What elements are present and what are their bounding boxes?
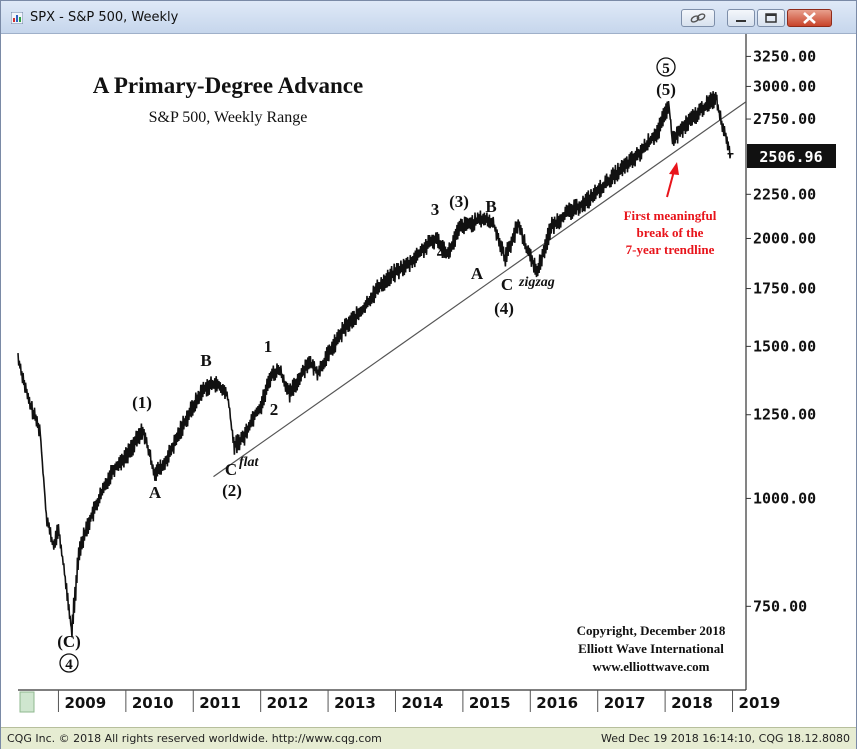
wave-label: (5) — [656, 80, 676, 99]
x-tick-label: 2013 — [334, 694, 376, 712]
trendline — [213, 101, 747, 478]
close-icon — [803, 12, 816, 24]
y-tick-label: 2000.00 — [753, 229, 816, 247]
copyright-line: Elliott Wave International — [578, 641, 724, 656]
x-tick-label: 2014 — [401, 694, 443, 712]
y-axis: 750.00 1000.00 1250.00 1500.00 1750.00 2000.0… — [746, 47, 816, 615]
x-tick-label: 2015 — [469, 694, 511, 712]
wave-label: (1) — [132, 393, 152, 412]
scroll-handle[interactable] — [19, 691, 35, 713]
y-tick-label: 3000.00 — [753, 77, 816, 95]
maximize-button[interactable] — [757, 9, 785, 27]
x-tick-label: 2019 — [739, 694, 781, 712]
chart-subtitle: S&P 500, Weekly Range — [149, 109, 308, 126]
wave-label: (C) — [57, 632, 81, 651]
wave-label: B — [200, 351, 211, 370]
chart-area: 750.00 1000.00 1250.00 1500.00 1750.00 2000.0… — [17, 34, 836, 713]
annotation-arrow-shaft — [666, 170, 675, 198]
zigzag-label: zigzag — [518, 275, 555, 290]
wave-label: 4 — [437, 243, 446, 262]
wave-label: (2) — [222, 481, 242, 500]
annotation-line: break of the — [637, 225, 704, 240]
chart-title: A Primary-Degree Advance — [93, 73, 363, 98]
close-button[interactable] — [787, 9, 832, 27]
copyright-line: Copyright, December 2018 — [577, 623, 726, 638]
y-tick-label: 750.00 — [753, 597, 807, 615]
plot-background — [18, 34, 746, 690]
minimize-button[interactable] — [727, 9, 755, 27]
app-icon — [11, 12, 23, 24]
flat-label: flat — [239, 455, 260, 470]
y-tick-label: 1750.00 — [753, 280, 816, 298]
wave-label: A — [471, 264, 484, 283]
price-series-line — [17, 91, 732, 638]
maximize-icon — [765, 13, 777, 23]
wave-label: 4 — [65, 657, 73, 673]
wave-label: 2 — [270, 400, 279, 419]
wave-label: (4) — [494, 299, 514, 318]
wave-circle — [59, 653, 79, 673]
x-tick-label: 2017 — [604, 694, 646, 712]
y-tick-label: 1500.00 — [753, 337, 816, 355]
y-tick-label: 2750.00 — [753, 110, 816, 128]
wave-label: 5 — [662, 61, 670, 77]
wave-label: 3 — [431, 200, 440, 219]
y-tick-label: 1000.00 — [753, 489, 816, 507]
copyright-line: www.elliottwave.com — [593, 659, 710, 674]
last-price-label: 2506.96 — [759, 148, 822, 166]
wave-label: B — [485, 197, 496, 216]
x-tick-label: 2016 — [536, 694, 578, 712]
window-title: SPX - S&P 500, Weekly — [30, 10, 179, 25]
x-axis: 2009 2010 2011 2012 2013 2014 2015 2016 2017 2018… — [57, 690, 781, 712]
x-tick-label: 2012 — [267, 694, 309, 712]
x-tick-label: 2009 — [64, 694, 106, 712]
wave-label: C — [225, 460, 237, 479]
link-button[interactable] — [681, 9, 715, 27]
y-tick-label: 2250.00 — [753, 185, 816, 203]
y-tick-label: 1250.00 — [753, 406, 816, 424]
wave-label: 1 — [264, 337, 273, 356]
title-bar[interactable]: SPX - S&P 500, Weekly — [1, 1, 856, 34]
link-icon — [690, 13, 706, 23]
status-bar: CQG Inc. © 2018 All rights reserved worl… — [1, 727, 856, 749]
x-tick-label: 2018 — [671, 694, 713, 712]
status-copyright: CQG Inc. © 2018 All rights reserved worl… — [7, 732, 382, 745]
y-tick-label: 3250.00 — [753, 47, 816, 65]
annotation-line: First meaningful — [624, 208, 717, 223]
annotation-line: 7-year trendline — [626, 242, 715, 257]
minimize-icon — [736, 20, 746, 22]
annotation-arrow-head — [669, 162, 679, 175]
x-tick-label: 2011 — [199, 694, 241, 712]
x-tick-label: 2010 — [132, 694, 174, 712]
wave-circle — [656, 57, 676, 77]
wave-label: (3) — [449, 192, 469, 211]
status-timestamp: Wed Dec 19 2018 16:14:10, CQG 18.12.8080 — [601, 732, 850, 745]
last-price-box — [747, 144, 836, 168]
wave-label: A — [149, 483, 162, 502]
wave-label: C — [501, 275, 513, 294]
